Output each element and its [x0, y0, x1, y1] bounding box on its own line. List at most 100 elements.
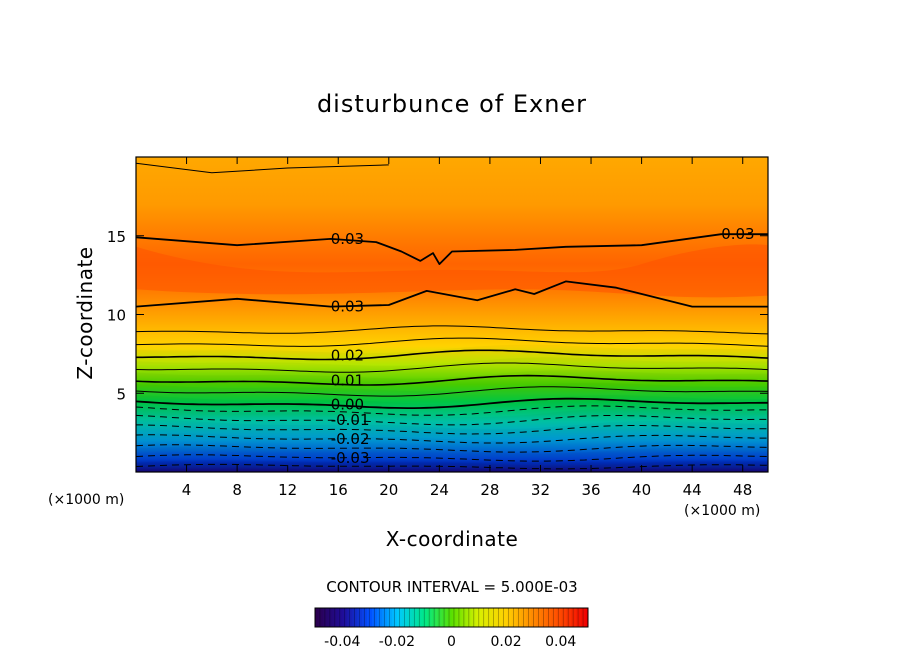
- colorbar-stripe: [453, 608, 457, 627]
- colorbar-stripe: [558, 608, 561, 627]
- colorbar-stripe: [369, 608, 373, 627]
- chart-title: disturbunce of Exner: [317, 90, 587, 118]
- colorbar-stripe: [324, 608, 328, 627]
- colorbar-stripe: [344, 608, 348, 627]
- contour-label: -0.03: [331, 449, 370, 467]
- colorbar-stripe: [488, 608, 492, 627]
- colorbar-stripe: [354, 608, 358, 627]
- colorbar-stripe: [471, 608, 475, 627]
- x-tick-label: 8: [232, 481, 242, 499]
- colorbar-stripe: [461, 608, 465, 627]
- contour-label: 0.03: [721, 225, 754, 243]
- x-tick-label: 36: [581, 481, 600, 499]
- colorbar-stripe: [583, 608, 586, 627]
- contour-line-negative: [136, 454, 768, 462]
- colorbar-stripe: [525, 608, 529, 627]
- contour-line: [136, 337, 768, 347]
- contour-label: 0.03: [331, 230, 364, 248]
- contour-line: [136, 349, 768, 361]
- colorbar-stripe: [520, 608, 524, 627]
- colorbar-stripe: [456, 608, 460, 627]
- colorbar-stripe: [424, 608, 427, 627]
- x-tick-label: 20: [379, 481, 398, 499]
- colorbar-stripe: [483, 608, 487, 627]
- colorbar-stripe: [334, 608, 338, 627]
- colorbar-stripe: [506, 608, 509, 627]
- colorbar-stripe: [364, 608, 368, 627]
- colorbar-stripe: [481, 608, 485, 627]
- colorbar-stripe: [501, 608, 504, 627]
- colorbar-stripe: [337, 608, 341, 627]
- colorbar-stripe: [429, 608, 432, 627]
- contour-label: 0.02: [331, 346, 364, 364]
- contour-line: [136, 162, 389, 174]
- colorbar-stripe: [533, 608, 537, 627]
- colorbar-stripe: [322, 608, 326, 627]
- x-axis-label: X-coordinate: [386, 527, 519, 551]
- colorbar-stripe: [518, 608, 522, 627]
- colorbar-stripe: [550, 608, 554, 627]
- colorbar-stripe: [411, 608, 415, 627]
- colorbar-stripe: [391, 608, 395, 627]
- contour-line: [136, 386, 768, 397]
- colorbar-stripe: [449, 608, 452, 627]
- z-axis: 5 10 15: [107, 228, 768, 403]
- colorbar-stripe: [347, 608, 351, 627]
- colorbar-stripe: [362, 608, 365, 627]
- colorbar-tick-label: 0.02: [491, 634, 522, 650]
- colorbar-stripe: [493, 608, 497, 627]
- colorbar-frame: [314, 607, 589, 628]
- colorbar-stripe: [319, 608, 323, 627]
- z-tick-label: 10: [107, 307, 126, 325]
- colorbar-stripe: [357, 608, 360, 627]
- colorbar-stripe: [374, 608, 378, 627]
- field-fill: [136, 157, 768, 472]
- contour-label: -0.01: [331, 411, 370, 429]
- colorbar-stripe: [315, 608, 318, 627]
- colorbar-stripe: [332, 608, 336, 627]
- colorbar-stripe: [342, 608, 346, 627]
- colorbar-stripe: [528, 608, 532, 627]
- colorbar-stripe: [339, 608, 343, 627]
- plot-area: 0.03 0.030.030.020.010.00-0.01-0.02-0.03 …: [107, 156, 769, 499]
- colorbar-stripe: [513, 608, 517, 627]
- colorbar-tick-label: 0: [447, 634, 456, 650]
- colorbar-stripe: [394, 608, 398, 627]
- colorbar-stripe: [329, 608, 333, 627]
- colorbar-stripe: [478, 608, 482, 627]
- colorbar-stripe: [535, 608, 539, 627]
- colorbar-stripe: [511, 608, 514, 627]
- colorbar-stripe: [359, 608, 363, 627]
- colorbar-stripe: [436, 608, 440, 627]
- contour-line: [136, 374, 768, 386]
- colorbar-stripe: [516, 608, 519, 627]
- x-axis: 4 8 12 16 20 24 28 32 36 40 44 48: [182, 157, 752, 499]
- colorbar-stripe: [563, 608, 566, 627]
- colorbar-stripe: [446, 608, 450, 627]
- x-tick-label: 32: [531, 481, 550, 499]
- colorbar-stripes: [314, 608, 589, 627]
- colorbar-stripe: [548, 608, 552, 627]
- colorbar-stripe: [565, 608, 569, 627]
- colorbar-stripe: [352, 608, 356, 627]
- colorbar-stripe: [573, 608, 576, 627]
- x-tick-label: 16: [329, 481, 348, 499]
- colorbar-stripe: [540, 608, 544, 627]
- x-tick-label: 4: [182, 481, 192, 499]
- contour-line-negative: [136, 434, 768, 444]
- colorbar-stripe: [545, 608, 549, 627]
- contour-band-layer: [136, 244, 768, 298]
- colorbar-stripe: [382, 608, 385, 627]
- colorbar-stripe: [367, 608, 370, 627]
- colorbar-tick-label: 0.04: [545, 634, 576, 650]
- contour-line-negative: [136, 463, 768, 470]
- colorbar-stripe: [399, 608, 403, 627]
- x-tick-label: 44: [683, 481, 702, 499]
- contour-interval-text: CONTOUR INTERVAL = 5.000E-03: [326, 578, 577, 596]
- contour-label: -0.02: [331, 430, 370, 448]
- colorbar-stripe: [434, 608, 437, 627]
- colorbar-tick-label: -0.02: [379, 634, 415, 650]
- colorbar-stripe: [553, 608, 557, 627]
- y-axis-label: Z-coordinate: [73, 246, 97, 379]
- colorbar-stripe: [543, 608, 547, 627]
